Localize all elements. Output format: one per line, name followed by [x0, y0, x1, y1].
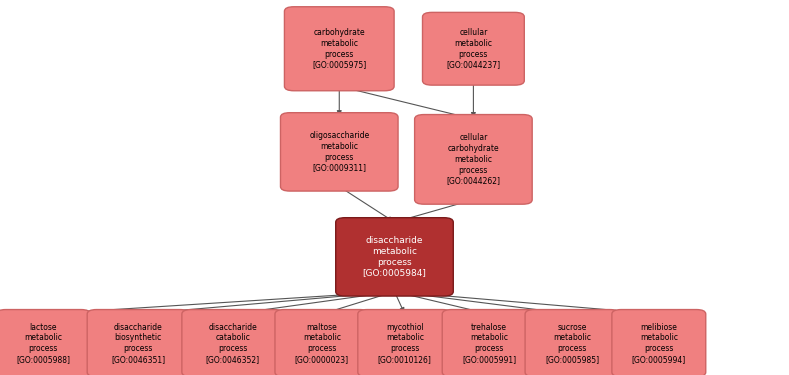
FancyBboxPatch shape — [87, 310, 189, 375]
FancyBboxPatch shape — [442, 310, 537, 375]
Text: disaccharide
metabolic
process
[GO:0005984]: disaccharide metabolic process [GO:00059… — [363, 236, 426, 278]
Text: maltose
metabolic
process
[GO:0000023]: maltose metabolic process [GO:0000023] — [295, 322, 349, 364]
FancyBboxPatch shape — [275, 310, 368, 375]
Text: disaccharide
biosynthetic
process
[GO:0046351]: disaccharide biosynthetic process [GO:00… — [111, 322, 165, 364]
Text: oligosaccharide
metabolic
process
[GO:0009311]: oligosaccharide metabolic process [GO:00… — [309, 131, 369, 172]
FancyBboxPatch shape — [335, 217, 453, 296]
FancyBboxPatch shape — [612, 310, 705, 375]
Text: mycothiol
metabolic
process
[GO:0010126]: mycothiol metabolic process [GO:0010126] — [378, 322, 432, 364]
FancyBboxPatch shape — [181, 310, 283, 375]
FancyBboxPatch shape — [0, 310, 90, 375]
FancyBboxPatch shape — [284, 7, 394, 91]
FancyBboxPatch shape — [423, 12, 524, 85]
Text: trehalose
metabolic
process
[GO:0005991]: trehalose metabolic process [GO:0005991] — [462, 322, 516, 364]
FancyBboxPatch shape — [358, 310, 451, 375]
Text: disaccharide
catabolic
process
[GO:0046352]: disaccharide catabolic process [GO:00463… — [206, 322, 260, 364]
FancyBboxPatch shape — [415, 115, 532, 204]
FancyBboxPatch shape — [280, 113, 398, 191]
Text: cellular
metabolic
process
[GO:0044237]: cellular metabolic process [GO:0044237] — [447, 28, 500, 69]
Text: cellular
carbohydrate
metabolic
process
[GO:0044262]: cellular carbohydrate metabolic process … — [447, 134, 500, 185]
Text: lactose
metabolic
process
[GO:0005988]: lactose metabolic process [GO:0005988] — [17, 322, 70, 364]
FancyBboxPatch shape — [525, 310, 619, 375]
Text: carbohydrate
metabolic
process
[GO:0005975]: carbohydrate metabolic process [GO:00059… — [312, 28, 366, 69]
Text: melibiose
metabolic
process
[GO:0005994]: melibiose metabolic process [GO:0005994] — [632, 322, 686, 364]
Text: sucrose
metabolic
process
[GO:0005985]: sucrose metabolic process [GO:0005985] — [545, 322, 599, 364]
